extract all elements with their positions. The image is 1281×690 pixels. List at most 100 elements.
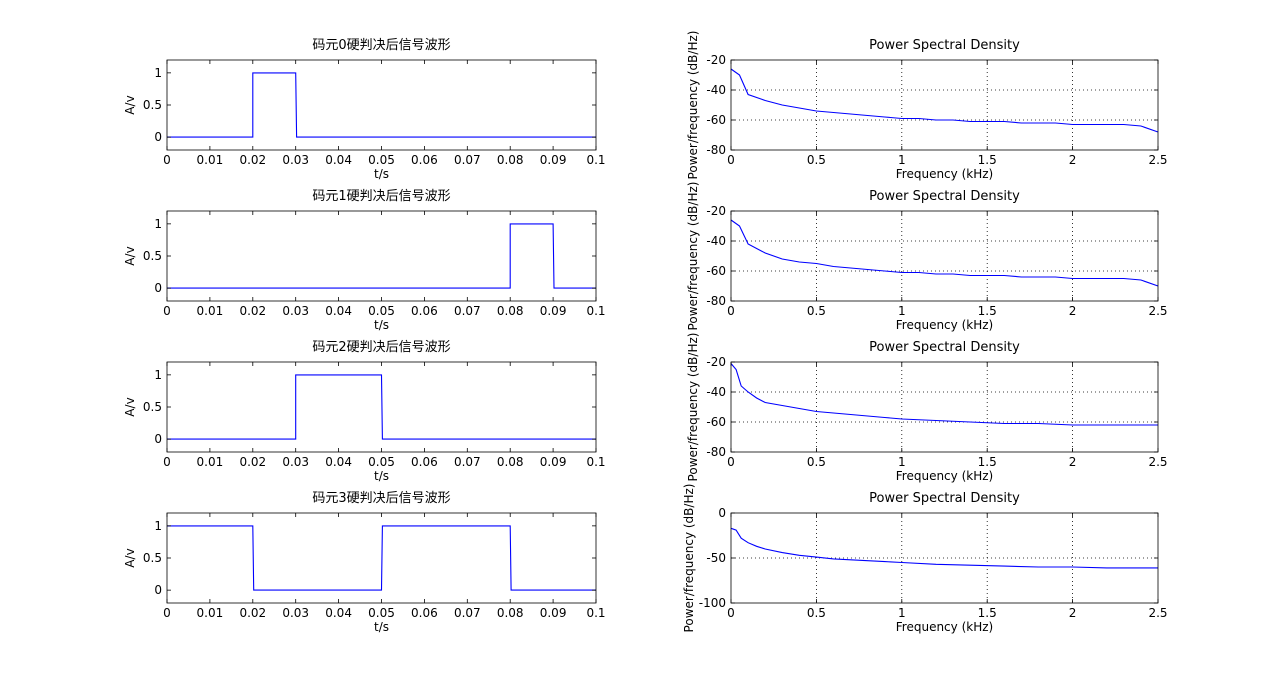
x-axis-label: Frequency (kHz) [896, 167, 993, 181]
y-tick-label: 0.5 [143, 98, 162, 112]
x-tick-label: 0.06 [411, 606, 438, 620]
y-tick-label: 1 [154, 368, 162, 382]
chart-title: Power Spectral Density [869, 189, 1020, 204]
y-tick-label: 1 [154, 519, 162, 533]
y-tick-label: -80 [706, 294, 726, 308]
y-axis-label: Power/frequency (dB/Hz) [686, 182, 700, 331]
x-tick-label: 0 [163, 304, 171, 318]
x-tick-label: 0.06 [411, 153, 438, 167]
x-tick-label: 0.03 [282, 455, 309, 469]
chart-title: Power Spectral Density [869, 491, 1020, 506]
x-tick-label: 0.04 [325, 455, 352, 469]
y-axis-label: A/v [123, 397, 137, 416]
y-tick-label: 0.5 [143, 400, 162, 414]
x-tick-label: 0 [163, 606, 171, 620]
x-tick-label: 0.04 [325, 304, 352, 318]
axes-box [730, 210, 1159, 302]
y-tick-label: -40 [706, 83, 726, 97]
x-tick-label: 0.05 [368, 455, 395, 469]
series-line [167, 223, 596, 289]
x-tick-label: 0.01 [197, 153, 224, 167]
x-tick-label: 1 [898, 153, 906, 167]
subplot-4: 0 0.01 0.02 0.03 0.04 0.05 0.06 0.07 0.08 0.09 0.1… [123, 491, 606, 634]
x-axis-label: t/s [374, 167, 389, 181]
x-tick-label: 0.06 [411, 304, 438, 318]
x-axis-label: Frequency (kHz) [896, 318, 993, 332]
x-tick-label: 2.5 [1148, 606, 1167, 620]
chart-title: 码元1硬判决后信号波形 [312, 189, 450, 204]
x-tick-label: 0.09 [540, 153, 567, 167]
x-axis-label: t/s [374, 318, 389, 332]
x-tick-label: 0.1 [586, 455, 605, 469]
axes-box [730, 361, 1159, 453]
x-tick-label: 2 [1069, 606, 1077, 620]
x-tick-label: 0.5 [807, 153, 826, 167]
x-tick-label: 0 [727, 153, 735, 167]
y-axis-label: Power/frequency (dB/Hz) [682, 484, 696, 633]
x-tick-label: 0.05 [368, 606, 395, 620]
x-tick-label: 0.09 [540, 304, 567, 318]
x-tick-label: 0.04 [325, 153, 352, 167]
x-tick-label: 0.03 [282, 153, 309, 167]
x-tick-label: 0.01 [197, 455, 224, 469]
y-axis-label: Power/frequency (dB/Hz) [686, 31, 700, 180]
x-tick-label: 0.1 [586, 304, 605, 318]
x-tick-label: 0.5 [807, 455, 826, 469]
series-line [730, 219, 1159, 287]
series-line [167, 72, 596, 138]
x-tick-label: 0.02 [239, 153, 266, 167]
x-tick-label: 2.5 [1148, 153, 1167, 167]
x-axis-label: Frequency (kHz) [896, 469, 993, 483]
series-line [730, 363, 1158, 426]
x-tick-label: 0.08 [497, 304, 524, 318]
axes-box [730, 59, 1159, 151]
x-tick-label: 0.02 [239, 455, 266, 469]
x-tick-label: 0 [727, 304, 735, 318]
x-tick-label: 0.5 [807, 304, 826, 318]
y-tick-label: 0.5 [143, 551, 162, 565]
x-tick-label: 0.07 [454, 304, 481, 318]
x-axis-label: t/s [374, 620, 389, 634]
y-tick-label: -20 [706, 53, 726, 67]
chart-title: 码元0硬判决后信号波形 [312, 38, 450, 53]
y-tick-label: -80 [706, 143, 726, 157]
chart-title: Power Spectral Density [869, 38, 1020, 53]
y-axis-label: A/v [123, 95, 137, 114]
y-tick-label: 0 [154, 281, 162, 295]
x-tick-label: 0 [727, 606, 735, 620]
x-tick-label: 1.5 [978, 606, 997, 620]
x-tick-label: 0.02 [239, 304, 266, 318]
y-tick-label: -20 [706, 204, 726, 218]
x-tick-label: 1.5 [978, 153, 997, 167]
x-tick-label: 0.07 [454, 153, 481, 167]
x-tick-label: 1.5 [978, 455, 997, 469]
y-tick-label: -60 [706, 415, 726, 429]
x-tick-label: 0.02 [239, 606, 266, 620]
x-tick-label: 0.05 [368, 304, 395, 318]
x-tick-label: 0.08 [497, 153, 524, 167]
y-tick-label: -60 [706, 113, 726, 127]
y-tick-label: 0.5 [143, 249, 162, 263]
x-tick-label: 0.09 [540, 606, 567, 620]
chart-title: 码元2硬判决后信号波形 [312, 340, 450, 355]
y-tick-label: -40 [706, 234, 726, 248]
x-tick-label: 1 [898, 304, 906, 318]
series-line [167, 374, 596, 440]
x-tick-label: 2.5 [1148, 455, 1167, 469]
y-axis-label: A/v [123, 246, 137, 265]
x-tick-label: 0.01 [197, 606, 224, 620]
subplot-2: 0 0.01 0.02 0.03 0.04 0.05 0.06 0.07 0.08 0.09 0.1… [123, 189, 606, 332]
x-tick-label: 0.07 [454, 455, 481, 469]
x-tick-label: 0 [727, 455, 735, 469]
series-line [730, 68, 1159, 133]
subplot-8: 0 0.5 1 1.5 2 2.5 0 -50 -100 Power Spectral Densi… [682, 484, 1168, 634]
y-tick-label: 0 [154, 583, 162, 597]
x-tick-label: 0.03 [282, 606, 309, 620]
subplot-3: 0 0.01 0.02 0.03 0.04 0.05 0.06 0.07 0.08 0.09 0.1… [123, 340, 606, 483]
x-tick-label: 0.01 [197, 304, 224, 318]
x-tick-label: 2 [1069, 304, 1077, 318]
x-axis-label: t/s [374, 469, 389, 483]
x-tick-label: 0.5 [807, 606, 826, 620]
y-tick-label: 0 [154, 130, 162, 144]
series-line [167, 525, 596, 591]
